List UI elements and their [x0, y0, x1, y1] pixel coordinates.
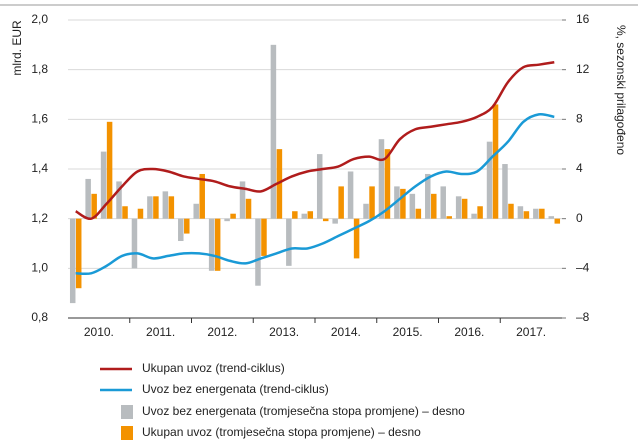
line	[75, 112, 555, 276]
x-tick-label: 2013.	[269, 325, 299, 339]
bar	[91, 193, 97, 219]
x-tick-label: 2012.	[207, 325, 237, 339]
bar	[193, 203, 199, 219]
bar	[338, 186, 344, 219]
legend-label: Ukupan uvoz (tromjesečna stopa promjene)…	[142, 425, 421, 439]
bar	[455, 196, 462, 219]
legend-swatch	[121, 426, 133, 440]
y2-tick-label: 12	[576, 62, 590, 76]
bar	[131, 218, 138, 269]
bar	[270, 44, 277, 219]
bar	[533, 208, 539, 219]
bar	[400, 188, 406, 219]
y-tick-label: 0,8	[31, 310, 48, 324]
bar	[100, 151, 107, 219]
legend-label: Uvoz bez energenata (tromjesečna stopa p…	[142, 404, 465, 418]
bar	[85, 178, 91, 219]
y2-tick-label: 4	[576, 161, 583, 175]
bar	[69, 218, 76, 304]
y2-tick-label: –8	[576, 310, 590, 324]
bar	[353, 218, 360, 259]
bar	[523, 211, 530, 219]
bar	[162, 191, 169, 219]
y-tick-label: 2,0	[31, 12, 48, 26]
bar	[548, 216, 555, 219]
bar	[492, 104, 499, 219]
bar	[307, 211, 314, 219]
y-tick-label: 1,4	[31, 161, 48, 175]
legend-swatch	[121, 405, 133, 419]
bar	[147, 196, 153, 219]
bar	[409, 193, 416, 219]
bar	[178, 218, 184, 242]
y-tick-label: 1,2	[31, 211, 48, 225]
bar	[378, 139, 385, 219]
bar	[425, 173, 431, 219]
bar	[461, 198, 468, 219]
bar	[199, 173, 205, 219]
bar	[322, 218, 329, 222]
bar	[440, 186, 446, 219]
bar	[471, 213, 477, 219]
bar	[301, 213, 308, 219]
bar	[168, 196, 175, 219]
x-tick-label: 2010.	[84, 325, 114, 339]
bar	[116, 181, 122, 219]
bar	[286, 218, 292, 266]
bar	[122, 206, 128, 219]
bar	[477, 206, 483, 219]
bar	[230, 213, 236, 219]
bar	[347, 171, 354, 219]
bar	[332, 218, 338, 224]
y-axis-label: mlrd. EUR	[10, 20, 24, 76]
bar	[208, 218, 215, 271]
bar	[224, 218, 230, 222]
bar	[486, 141, 493, 219]
bar	[539, 208, 545, 219]
bar	[106, 121, 113, 219]
x-tick-label: 2016.	[454, 325, 484, 339]
bar	[415, 208, 422, 219]
y2-tick-label: 0	[576, 211, 583, 225]
legend-label: Uvoz bez energenata (trend-ciklus)	[142, 382, 329, 396]
bar	[363, 203, 369, 219]
y-tick-label: 1,0	[31, 261, 48, 275]
bar	[431, 193, 437, 219]
y2-tick-label: 16	[576, 12, 590, 26]
bar	[75, 218, 82, 289]
x-tick-label: 2017.	[516, 325, 546, 339]
bar	[245, 198, 252, 219]
legend-label: Ukupan uvoz (trend-ciklus)	[142, 361, 285, 375]
bar	[369, 186, 375, 219]
bar	[261, 218, 267, 256]
x-tick-label: 2015.	[393, 325, 423, 339]
bar	[276, 149, 283, 219]
bar	[384, 149, 391, 219]
x-tick-label: 2014.	[331, 325, 361, 339]
bar	[214, 218, 221, 271]
bar	[554, 218, 561, 224]
y2-tick-label: –4	[576, 261, 590, 275]
bar	[184, 218, 190, 234]
bar	[446, 216, 452, 219]
y-tick-label: 1,8	[31, 62, 48, 76]
y-tick-label: 1,6	[31, 112, 48, 126]
x-tick-label: 2011.	[146, 325, 175, 339]
bar	[292, 211, 298, 219]
bar	[502, 164, 508, 219]
bar	[153, 196, 159, 219]
line	[75, 60, 555, 221]
bar	[316, 154, 323, 219]
y2-axis-label: %, sezonski prilagođeno	[614, 25, 628, 155]
bar	[508, 203, 514, 219]
bar	[255, 218, 261, 286]
bar	[239, 181, 246, 219]
bar	[137, 208, 144, 219]
y2-tick-label: 8	[576, 112, 583, 126]
bar	[517, 206, 524, 219]
